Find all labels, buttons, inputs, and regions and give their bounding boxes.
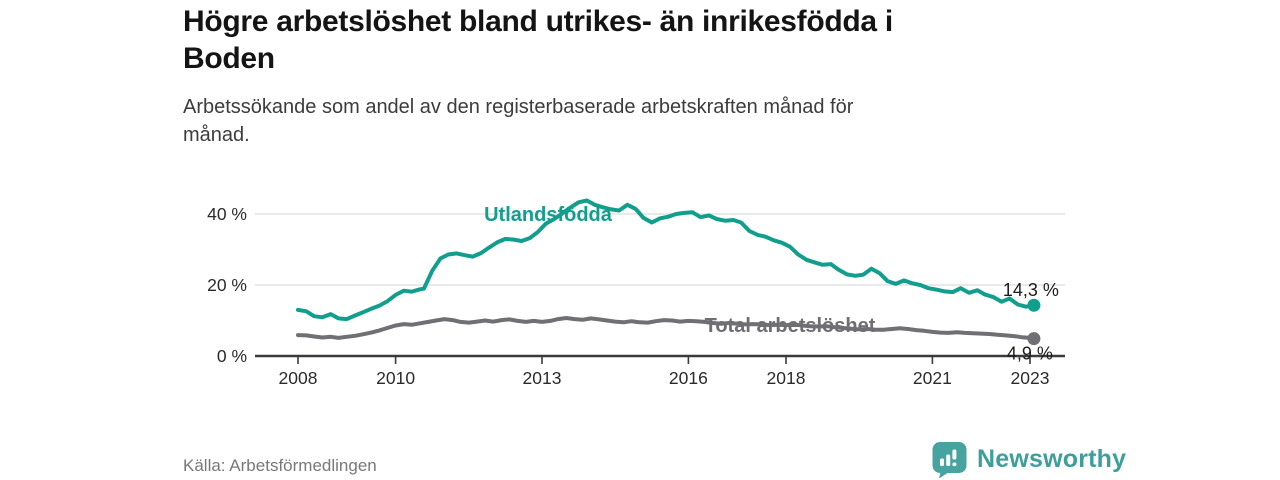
series-label: Total arbetslöshet: [705, 315, 876, 337]
chart-header: Högre arbetslöshet bland utrikes- än inr…: [183, 4, 1068, 149]
series-line: [296, 316, 1036, 341]
y-tick-label: 0 %: [217, 346, 247, 366]
y-tick-label: 20 %: [207, 275, 247, 295]
x-tick-label: 2018: [767, 368, 806, 388]
x-tick-label: 2008: [279, 368, 318, 388]
x-tick-label: 2021: [913, 368, 952, 388]
source-note: Källa: Arbetsförmedlingen: [183, 456, 377, 475]
bar-chart-glyph: [940, 449, 957, 466]
x-tick-label: 2016: [669, 368, 708, 388]
end-value-label: 14,3 %: [1003, 280, 1059, 300]
x-tick-label: 2023: [1011, 368, 1050, 388]
x-tick-label: 2013: [523, 368, 562, 388]
newsworthy-logo-icon: [932, 441, 967, 478]
chart-title: Högre arbetslöshet bland utrikes- än inr…: [183, 5, 893, 75]
end-value-label: 4,9 %: [1007, 344, 1053, 364]
series-end-dot: [1027, 332, 1041, 346]
series-line: [296, 198, 1036, 322]
chart-subtitle: Arbetssökande som andel av den registerb…: [183, 95, 854, 146]
brand-name: Newsworthy: [977, 444, 1127, 473]
brand-lockup: Newsworthy: [931, 441, 1127, 478]
series-label: Utlandsfödda: [484, 204, 613, 226]
series-end-dot: [1027, 298, 1041, 312]
x-tick-label: 2010: [376, 368, 415, 388]
y-tick-label: 40 %: [207, 204, 247, 224]
